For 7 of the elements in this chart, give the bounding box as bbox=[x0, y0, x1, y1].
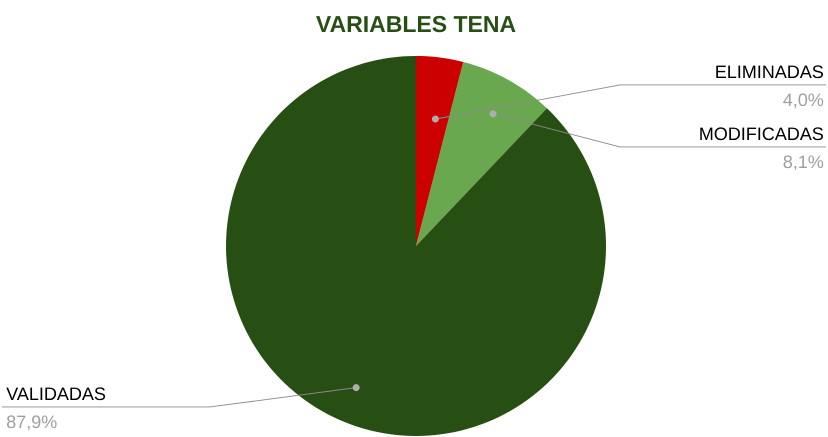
data-label: 8,1% bbox=[784, 155, 824, 170]
slice-label: VALIDADAS bbox=[6, 387, 106, 400]
slice-label: MODIFICADAS bbox=[700, 127, 823, 140]
data-label: 87,9% bbox=[6, 415, 57, 430]
data-label: 4,0% bbox=[783, 93, 824, 108]
chart-title: VARIABLES TENA bbox=[316, 16, 516, 32]
slice-label: ELIMINADAS bbox=[716, 65, 823, 78]
